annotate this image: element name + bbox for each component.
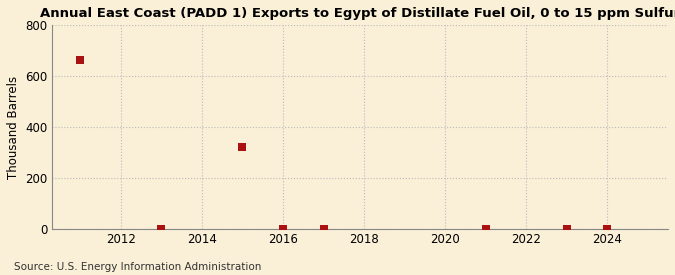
Point (318, 227, 329, 231)
Point (602, 227, 613, 231)
Text: Source: U.S. Energy Information Administration: Source: U.S. Energy Information Administ… (14, 262, 261, 272)
Point (277, 227, 288, 231)
Point (562, 227, 572, 231)
Y-axis label: Thousand Barrels: Thousand Barrels (7, 76, 20, 179)
Point (75, 58, 86, 63)
Point (480, 227, 491, 231)
Title: Annual East Coast (PADD 1) Exports to Egypt of Distillate Fuel Oil, 0 to 15 ppm : Annual East Coast (PADD 1) Exports to Eg… (40, 7, 675, 20)
Point (156, 227, 167, 231)
Point (237, 145, 248, 150)
